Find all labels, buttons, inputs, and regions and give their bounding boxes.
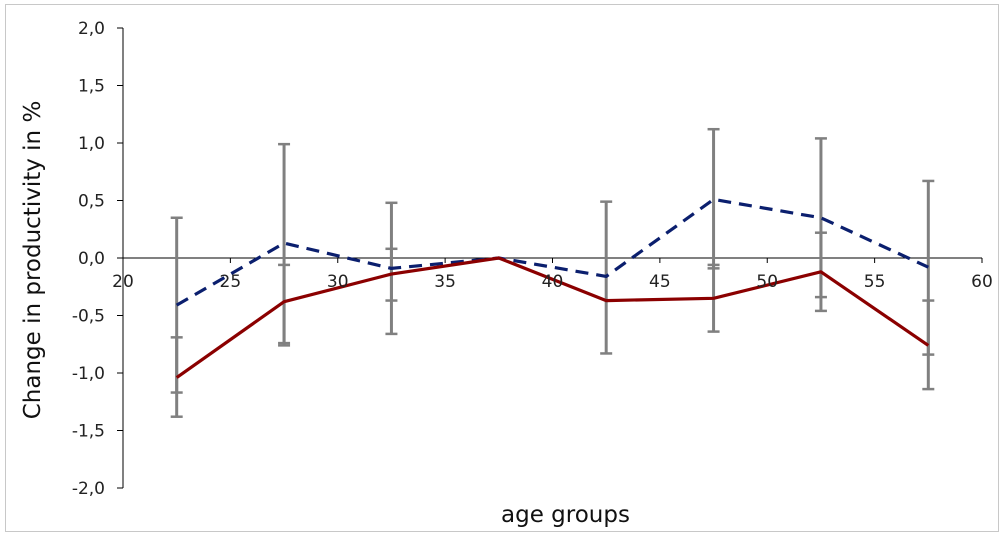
y-tick-label: -1,0	[72, 364, 105, 384]
axes	[117, 27, 983, 489]
series-lines	[175, 197, 930, 379]
x-tick-label: 55	[864, 272, 886, 292]
y-tick-label: -0,5	[72, 307, 105, 327]
y-tick-label: 1,0	[78, 134, 105, 154]
x-tick-label: 30	[327, 272, 349, 292]
tick-labels: 2,0 1,5 1,0 0,5 0,0 -0,5 -1,0 -1,5 -2,0 20 25 30 35 4…	[72, 19, 993, 499]
y-tick-label: 1,5	[78, 77, 105, 97]
chart-frame	[5, 4, 999, 532]
y-tick-label: -2,0	[72, 479, 105, 499]
y-tick-label: -1,5	[72, 422, 105, 442]
y-axis-title: Change in productivity in %	[20, 101, 46, 420]
y-tick-label: 2,0	[78, 19, 105, 39]
y-tick-label: 0,5	[78, 192, 105, 212]
series-line-dashed	[175, 197, 929, 307]
x-tick-label: 60	[971, 272, 993, 292]
x-tick-label: 25	[220, 272, 242, 292]
x-tick-label: 45	[649, 272, 671, 292]
x-axis-title: age groups	[501, 502, 630, 528]
x-tick-label: 35	[434, 272, 456, 292]
y-tick-label: 0,0	[78, 249, 105, 269]
x-tick-label: 20	[112, 272, 134, 292]
x-tick-label: 50	[756, 272, 778, 292]
series-line-solid	[175, 256, 930, 379]
x-tick-label: 40	[542, 272, 564, 292]
